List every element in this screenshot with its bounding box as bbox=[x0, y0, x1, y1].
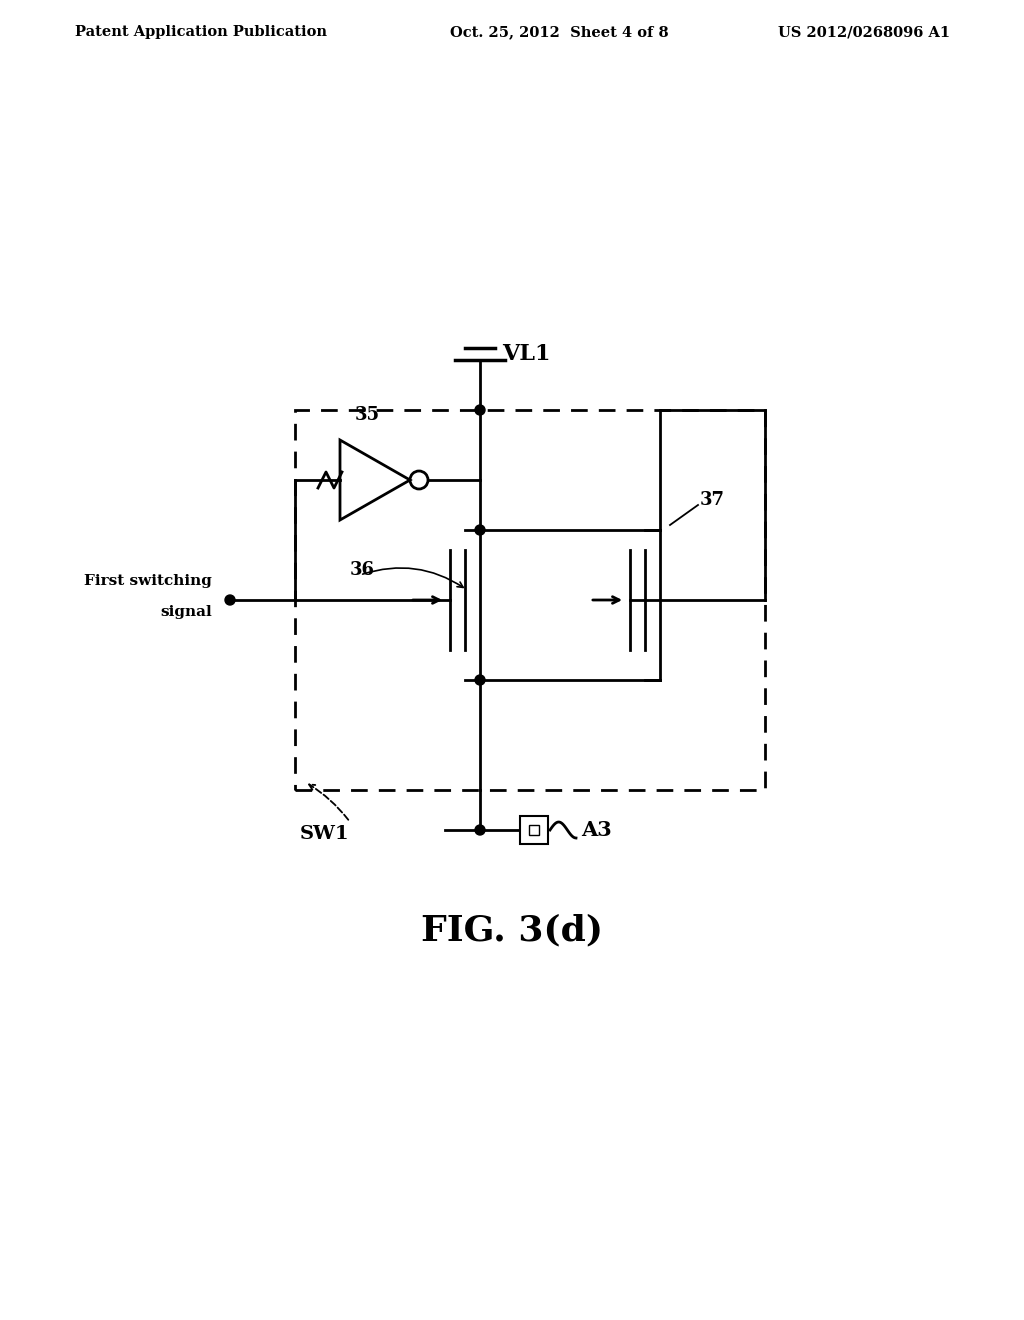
Text: signal: signal bbox=[160, 605, 212, 619]
Text: 35: 35 bbox=[355, 407, 380, 424]
Text: SW1: SW1 bbox=[300, 825, 349, 843]
Text: US 2012/0268096 A1: US 2012/0268096 A1 bbox=[778, 25, 950, 40]
Text: Patent Application Publication: Patent Application Publication bbox=[75, 25, 327, 40]
Circle shape bbox=[475, 675, 485, 685]
Text: First switching: First switching bbox=[84, 574, 212, 587]
Text: 36: 36 bbox=[350, 561, 375, 579]
Text: VL1: VL1 bbox=[502, 343, 551, 366]
Circle shape bbox=[475, 405, 485, 414]
Bar bbox=[295, 411, 765, 789]
Text: 37: 37 bbox=[700, 491, 725, 510]
Text: Oct. 25, 2012  Sheet 4 of 8: Oct. 25, 2012 Sheet 4 of 8 bbox=[450, 25, 669, 40]
Bar bbox=[520, 816, 548, 843]
Circle shape bbox=[225, 595, 234, 605]
Circle shape bbox=[475, 825, 485, 836]
Text: FIG. 3(d): FIG. 3(d) bbox=[421, 913, 603, 946]
Text: A3: A3 bbox=[581, 820, 611, 840]
Circle shape bbox=[475, 525, 485, 535]
Bar bbox=[529, 825, 539, 836]
